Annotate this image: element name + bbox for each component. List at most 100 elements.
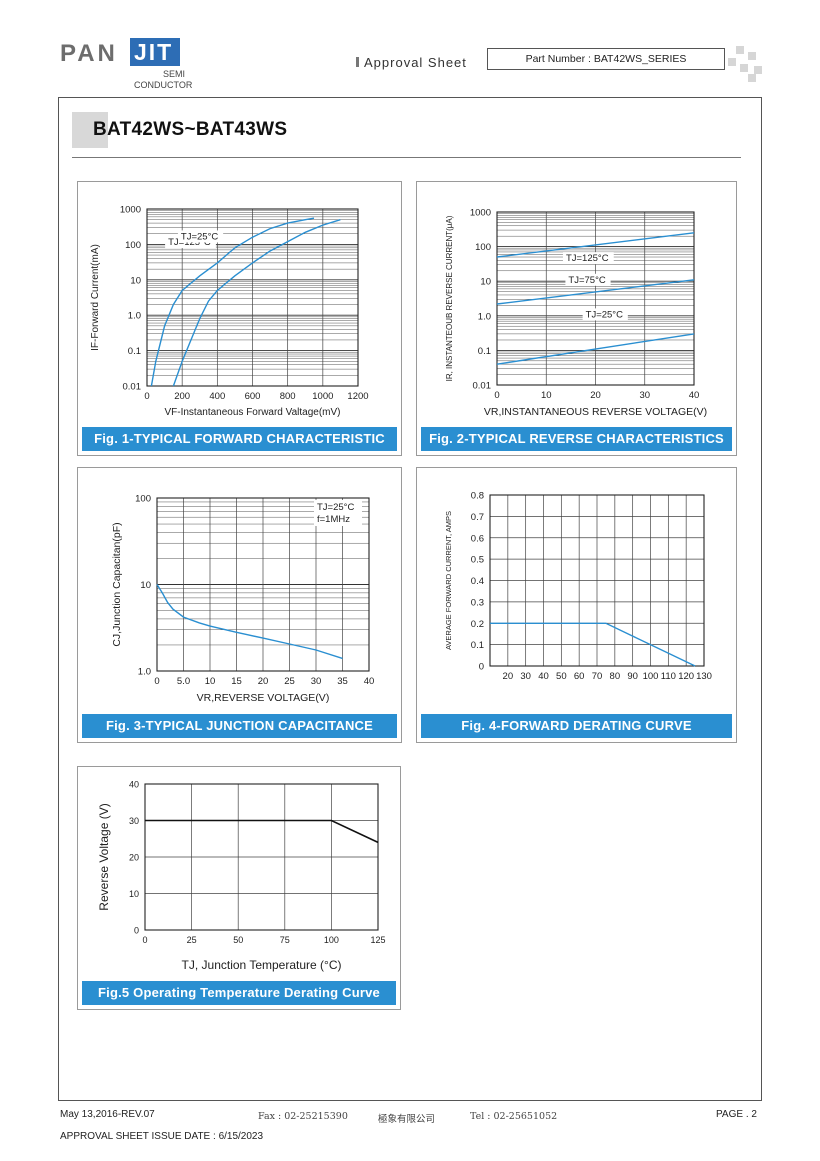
x-tick-label: 75	[280, 935, 290, 945]
logo-semi-text: SEMI	[163, 69, 186, 79]
y-axis-label: Reverse Voltage (V)	[97, 803, 111, 910]
x-tick-label: 30	[639, 390, 650, 401]
plot-frame	[146, 208, 359, 387]
fig1-series-line-2	[172, 219, 341, 387]
fig5-chart: 0 25 50 75 100 125 0 10 20 30 40 TJ, Junction Tempe…	[97, 780, 386, 973]
y-tick-label: 40	[129, 780, 139, 790]
fig1-series-line-1	[150, 217, 315, 387]
fig5-grid	[144, 783, 379, 931]
x-tick-label: 30	[520, 671, 531, 682]
y-axis-label: AVERAGE FORWARD CURRENT, AMPS	[444, 511, 453, 650]
y-tick-label: 100	[135, 494, 151, 505]
y-tick-label: 0	[479, 662, 484, 673]
fig1-chart: 0 200 400 600 800 1000 1200 0.01 0.1 1.0 10 100 1000…	[90, 205, 369, 419]
logo-pan-text: PAN	[60, 40, 118, 67]
y-tick-label: 0	[134, 926, 139, 936]
x-tick-label: 600	[245, 391, 261, 402]
logo-jit-box	[130, 38, 180, 66]
fig1-panel: 0 200 400 600 800 1000 1200 0.01 0.1 1.0 10 100 1000…	[77, 181, 402, 456]
x-tick-label: 40	[364, 676, 375, 687]
y-tick-label: 1.0	[478, 311, 491, 322]
x-tick-label: 90	[627, 671, 638, 682]
approval-sheet-label: Approval Sheet	[364, 55, 467, 70]
y-tick-label: 0.1	[478, 346, 491, 357]
x-tick-label: 100	[643, 671, 659, 682]
y-tick-label: 0.01	[473, 381, 492, 392]
y-tick-label: 0.2	[471, 619, 484, 630]
x-tick-label: 0	[144, 391, 149, 402]
y-tick-label: 10	[480, 277, 491, 288]
annotation-text: TJ=25°C	[317, 502, 354, 513]
x-axis-label: VR,REVERSE VOLTAGE(V)	[197, 692, 330, 704]
x-tick-label: 5.0	[177, 676, 190, 687]
x-tick-label: 70	[592, 671, 603, 682]
footer-fax: Fax : 02-25215390	[258, 1111, 348, 1122]
annotation-bg	[314, 500, 362, 526]
x-tick-label: 20	[258, 676, 269, 687]
x-tick-label: 1000	[312, 391, 333, 402]
fig2-series-line-3	[496, 333, 695, 365]
y-tick-label: 10	[129, 889, 139, 899]
fig5-panel: 0 25 50 75 100 125 0 10 20 30 40 TJ, Junction Tempe…	[77, 766, 401, 1010]
x-tick-label: 50	[556, 671, 567, 682]
fig3-chart: 0 5.0 10 15 20 25 30 35 40 1.0 10 100 VR,REVERSE VOL…	[111, 494, 375, 705]
footer-tel: Tel : 02-25651052	[470, 1111, 558, 1122]
y-tick-label: 0.6	[471, 533, 484, 544]
y-tick-label: 1.0	[128, 311, 141, 322]
x-tick-label: 10	[541, 390, 552, 401]
x-tick-label: 35	[337, 676, 348, 687]
series-label-bg	[582, 308, 628, 321]
decorative-squares	[728, 46, 764, 82]
x-tick-label: 60	[574, 671, 585, 682]
series-label-bg	[177, 230, 224, 243]
y-tick-label: 0.8	[471, 491, 484, 502]
footer-date-rev: May 13,2016-REV.07	[60, 1109, 155, 1120]
approval-marker	[356, 57, 359, 67]
page-title: BAT42WS~BAT43WS	[93, 119, 288, 140]
y-tick-label: 20	[129, 853, 139, 863]
x-tick-label: 30	[311, 676, 322, 687]
y-tick-label: 0.1	[471, 640, 484, 651]
x-tick-label: 10	[205, 676, 216, 687]
y-tick-label: 100	[125, 240, 141, 251]
x-tick-label: 110	[661, 671, 676, 682]
fig5-series-line-1	[145, 819, 379, 844]
x-tick-label: 80	[610, 671, 621, 682]
y-tick-label: 30	[129, 816, 139, 826]
annotation-text: f=1MHz	[317, 514, 350, 525]
x-axis-label: VF-Instantaneous Forward Valtage(mV)	[164, 407, 340, 418]
x-tick-label: 400	[209, 391, 225, 402]
y-tick-label: 1000	[120, 205, 141, 216]
series-label: TJ=25°C	[586, 309, 623, 320]
plot-frame	[496, 211, 695, 386]
series-label: TJ=125°C	[168, 237, 211, 248]
fig4-series-line-1	[490, 622, 696, 667]
x-tick-label: 25	[187, 935, 197, 945]
title-accent	[72, 112, 108, 148]
x-tick-label: 130	[696, 671, 712, 682]
fig4-panel: 20 30 40 50 60 70 80 90 100 110 120 130 0 0.1 0.2 0.3 0.…	[416, 467, 737, 743]
series-label-bg	[565, 273, 611, 286]
y-tick-label: 0.1	[128, 346, 141, 357]
fig2-caption: Fig. 2-TYPICAL REVERSE CHARACTERISTICS	[421, 427, 732, 451]
y-tick-label: 10	[140, 580, 151, 591]
x-tick-label: 125	[370, 935, 385, 945]
x-tick-label: 100	[324, 935, 339, 945]
series-label-bg	[562, 252, 614, 265]
x-axis-label: VR,INSTANTANEOUS REVERSE VOLTAGE(V)	[484, 406, 707, 418]
fig1-caption: Fig. 1-TYPICAL FORWARD CHARACTERISTIC	[82, 427, 397, 451]
footer-company: 極象有限公司	[378, 1114, 436, 1125]
footer-issue-date: APPROVAL SHEET ISSUE DATE : 6/15/2023	[60, 1131, 264, 1142]
x-tick-label: 50	[233, 935, 243, 945]
y-tick-label: 10	[130, 275, 141, 286]
y-axis-label: CJ,Junction Capacitan(pF)	[111, 522, 123, 646]
x-tick-label: 0	[142, 935, 147, 945]
y-tick-label: 1000	[470, 208, 491, 219]
footer-page: PAGE . 2	[716, 1109, 757, 1120]
y-tick-label: 0.3	[471, 597, 484, 608]
x-tick-label: 200	[174, 391, 190, 402]
x-tick-label: 120	[678, 671, 694, 682]
title-divider	[72, 157, 741, 158]
fig2-chart: 0 10 20 30 40 0.01 0.1 1.0 10 100 1000 VR,INSTANTAN…	[445, 208, 707, 419]
fig3-caption: Fig. 3-TYPICAL JUNCTION CAPACITANCE	[82, 714, 397, 738]
